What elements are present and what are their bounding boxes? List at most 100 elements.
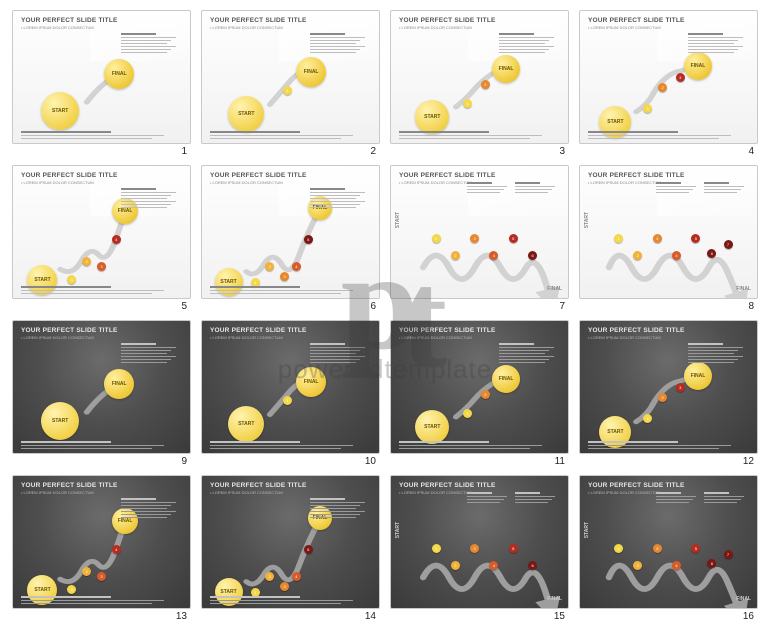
- text-block: [499, 343, 557, 363]
- final-node: FINAL: [492, 55, 520, 83]
- slide-thumbnail[interactable]: YOUR PERFECT SLIDE TITLE• LOREM IPSUM DO…: [390, 10, 569, 144]
- title-block: YOUR PERFECT SLIDE TITLE• LOREM IPSUM DO…: [210, 327, 371, 340]
- slide-title: YOUR PERFECT SLIDE TITLE: [21, 327, 182, 334]
- slide-title: YOUR PERFECT SLIDE TITLE: [21, 172, 182, 179]
- slide-thumbnail[interactable]: YOUR PERFECT SLIDE TITLE• LOREM IPSUM DO…: [12, 475, 191, 609]
- slide-thumbnail[interactable]: YOUR PERFECT SLIDE TITLE• LOREM IPSUM DO…: [390, 165, 569, 299]
- slide-cell: YOUR PERFECT SLIDE TITLE• LOREM IPSUM DO…: [12, 165, 191, 312]
- slide-thumbnail[interactable]: YOUR PERFECT SLIDE TITLE• LOREM IPSUM DO…: [201, 165, 380, 299]
- step-node: 4: [672, 251, 681, 260]
- slide-thumbnail[interactable]: YOUR PERFECT SLIDE TITLE• LOREM IPSUM DO…: [579, 475, 758, 609]
- text-block: [21, 131, 171, 139]
- step-node: 3: [676, 383, 685, 392]
- start-node: START: [415, 410, 449, 444]
- slide-title: YOUR PERFECT SLIDE TITLE: [210, 327, 371, 334]
- slide-cell: YOUR PERFECT SLIDE TITLE• LOREM IPSUM DO…: [390, 165, 569, 312]
- slide-cell: YOUR PERFECT SLIDE TITLE• LOREM IPSUM DO…: [12, 10, 191, 157]
- text-block: [310, 33, 368, 53]
- slide-cell: YOUR PERFECT SLIDE TITLE• LOREM IPSUM DO…: [579, 320, 758, 467]
- slide-thumbnail[interactable]: YOUR PERFECT SLIDE TITLE• LOREM IPSUM DO…: [579, 320, 758, 454]
- step-node: 5: [509, 234, 518, 243]
- title-block: YOUR PERFECT SLIDE TITLE• LOREM IPSUM DO…: [399, 172, 560, 185]
- slide-thumbnail[interactable]: YOUR PERFECT SLIDE TITLE• LOREM IPSUM DO…: [12, 10, 191, 144]
- step-node: 3: [653, 544, 662, 553]
- slide-subtitle: • LOREM IPSUM DOLOR CONSECTUM: [21, 180, 182, 185]
- slide-thumbnail[interactable]: YOUR PERFECT SLIDE TITLE• LOREM IPSUM DO…: [579, 10, 758, 144]
- start-node: START: [228, 406, 264, 442]
- process-diagram: STARTFINAL123: [580, 11, 757, 143]
- slide-thumbnail[interactable]: YOUR PERFECT SLIDE TITLE• LOREM IPSUM DO…: [390, 320, 569, 454]
- step-node: 2: [82, 257, 91, 266]
- slide-thumbnail[interactable]: YOUR PERFECT SLIDE TITLE• LOREM IPSUM DO…: [579, 165, 758, 299]
- slide-subtitle: • LOREM IPSUM DOLOR CONSECTUM: [210, 180, 371, 185]
- text-block: [21, 441, 171, 449]
- title-block: YOUR PERFECT SLIDE TITLE• LOREM IPSUM DO…: [21, 482, 182, 495]
- slide-number: 16: [579, 609, 758, 622]
- step-node: 3: [653, 234, 662, 243]
- step-node: 6: [528, 561, 537, 570]
- step-node: 1: [283, 86, 292, 95]
- slide-number: 1: [12, 144, 191, 157]
- process-diagram: STARTFINAL123456: [391, 166, 568, 298]
- process-diagram: STARTFINAL1234: [13, 166, 190, 298]
- start-node: START: [228, 96, 264, 132]
- step-node: 1: [614, 234, 623, 243]
- process-diagram: STARTFINAL1234: [13, 476, 190, 608]
- slide-cell: YOUR PERFECT SLIDE TITLE• LOREM IPSUM DO…: [390, 320, 569, 467]
- process-diagram: STARTFINAL123456: [391, 476, 568, 608]
- slide-title: YOUR PERFECT SLIDE TITLE: [21, 482, 182, 489]
- slide-cell: YOUR PERFECT SLIDE TITLE• LOREM IPSUM DO…: [579, 10, 758, 157]
- title-block: YOUR PERFECT SLIDE TITLE• LOREM IPSUM DO…: [210, 172, 371, 185]
- slide-cell: YOUR PERFECT SLIDE TITLE• LOREM IPSUM DO…: [579, 165, 758, 312]
- slide-subtitle: • LOREM IPSUM DOLOR CONSECTUM: [399, 180, 560, 185]
- text-block: [210, 131, 360, 139]
- slide-title: YOUR PERFECT SLIDE TITLE: [21, 17, 182, 24]
- slide-thumbnail[interactable]: YOUR PERFECT SLIDE TITLE• LOREM IPSUM DO…: [201, 10, 380, 144]
- slide-number: 6: [201, 299, 380, 312]
- step-node: 3: [676, 73, 685, 82]
- step-node: 3: [470, 234, 479, 243]
- title-block: YOUR PERFECT SLIDE TITLE• LOREM IPSUM DO…: [588, 172, 749, 185]
- slide-title: YOUR PERFECT SLIDE TITLE: [210, 172, 371, 179]
- start-label-vertical: START: [584, 522, 590, 538]
- text-block: [588, 131, 738, 139]
- slide-thumbnail[interactable]: YOUR PERFECT SLIDE TITLE• LOREM IPSUM DO…: [12, 320, 191, 454]
- process-diagram: STARTFINAL12: [391, 321, 568, 453]
- final-node: FINAL: [492, 365, 520, 393]
- slide-title: YOUR PERFECT SLIDE TITLE: [399, 172, 560, 179]
- text-block: [121, 188, 179, 208]
- slide-title: YOUR PERFECT SLIDE TITLE: [399, 17, 560, 24]
- slide-cell: YOUR PERFECT SLIDE TITLE• LOREM IPSUM DO…: [201, 320, 380, 467]
- slide-thumbnail[interactable]: YOUR PERFECT SLIDE TITLE• LOREM IPSUM DO…: [201, 320, 380, 454]
- slide-number: 4: [579, 144, 758, 157]
- slide-subtitle: • LOREM IPSUM DOLOR CONSECTUM: [399, 25, 560, 30]
- text-block: [21, 286, 171, 294]
- step-node: 7: [724, 240, 733, 249]
- step-node: 2: [451, 561, 460, 570]
- process-diagram: STARTFINAL: [13, 11, 190, 143]
- process-diagram: STARTFINAL12: [391, 11, 568, 143]
- slide-subtitle: • LOREM IPSUM DOLOR CONSECTUM: [210, 335, 371, 340]
- slide-subtitle: • LOREM IPSUM DOLOR CONSECTUM: [21, 490, 182, 495]
- title-block: YOUR PERFECT SLIDE TITLE• LOREM IPSUM DO…: [399, 327, 560, 340]
- title-block: YOUR PERFECT SLIDE TITLE• LOREM IPSUM DO…: [210, 482, 371, 495]
- text-block: [399, 441, 549, 449]
- slide-number: 12: [579, 454, 758, 467]
- slide-number: 14: [201, 609, 380, 622]
- text-block: [310, 498, 368, 518]
- process-diagram: STARTFINAL1234567: [580, 166, 757, 298]
- slide-thumbnail[interactable]: YOUR PERFECT SLIDE TITLE• LOREM IPSUM DO…: [201, 475, 380, 609]
- slide-number: 7: [390, 299, 569, 312]
- slide-number: 5: [12, 299, 191, 312]
- text-block: [499, 33, 557, 53]
- title-block: YOUR PERFECT SLIDE TITLE• LOREM IPSUM DO…: [21, 17, 182, 30]
- text-block: [588, 441, 738, 449]
- slide-title: YOUR PERFECT SLIDE TITLE: [399, 482, 560, 489]
- slide-grid: YOUR PERFECT SLIDE TITLE• LOREM IPSUM DO…: [0, 0, 770, 630]
- text-block: [121, 498, 179, 518]
- slide-thumbnail[interactable]: YOUR PERFECT SLIDE TITLE• LOREM IPSUM DO…: [390, 475, 569, 609]
- final-label: FINAL: [736, 286, 751, 292]
- slide-thumbnail[interactable]: YOUR PERFECT SLIDE TITLE• LOREM IPSUM DO…: [12, 165, 191, 299]
- step-node: 4: [292, 572, 301, 581]
- final-label: FINAL: [547, 286, 562, 292]
